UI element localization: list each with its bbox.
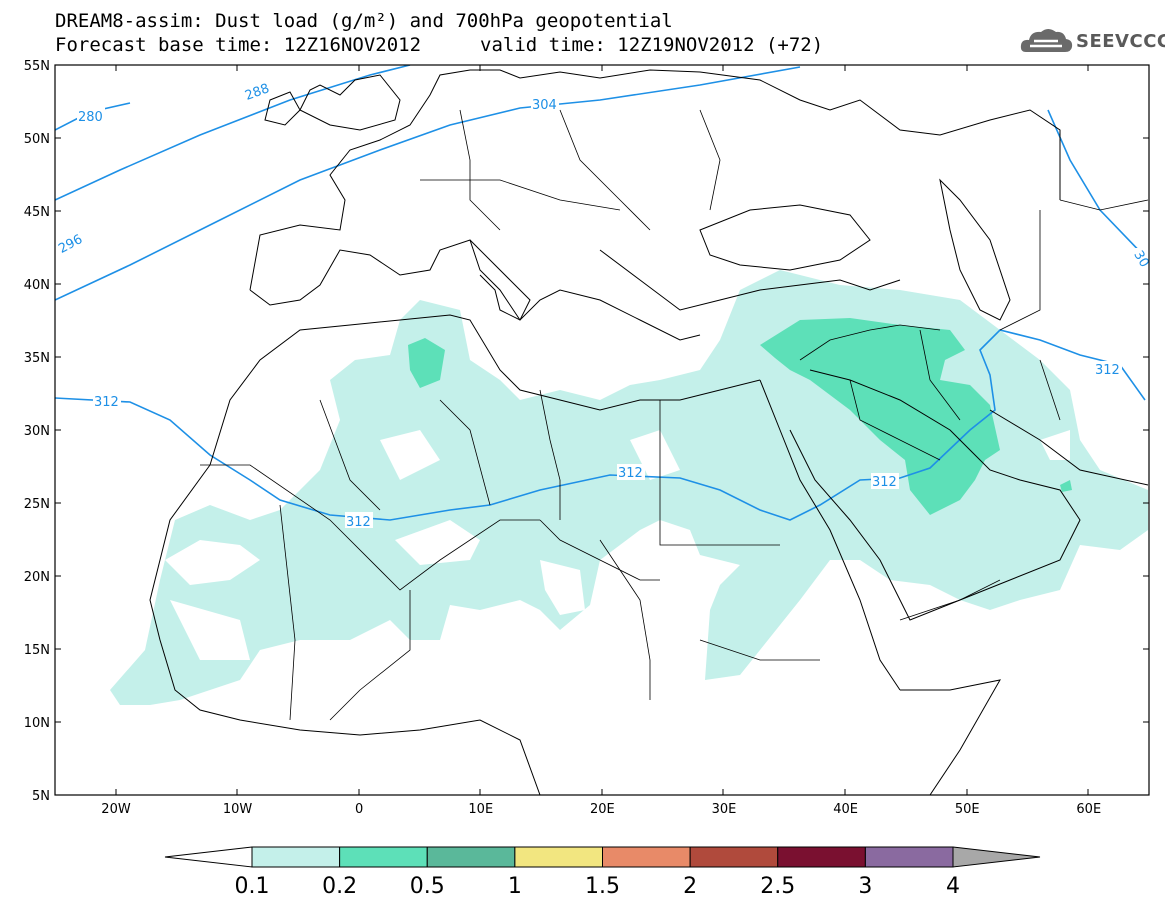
axis-ticks — [55, 64, 1149, 795]
chart-title-valid-time: valid time: 12Z19NOV2012 (+72) — [480, 34, 824, 56]
colorbar-under-arrow — [164, 846, 253, 868]
colorbar-label: 2.5 — [760, 874, 795, 899]
svg-text:312: 312 — [94, 395, 119, 410]
latitude-label: 50N — [24, 132, 50, 147]
colorbar-segment — [339, 846, 428, 868]
colorbar-label: 4 — [946, 874, 960, 899]
longitude-label: 60E — [1076, 802, 1101, 817]
geopotential-contours — [55, 65, 1149, 521]
colorbar-segment — [602, 846, 691, 868]
latitude-label: 35N — [24, 351, 50, 366]
colorbar-over-arrow — [952, 846, 1041, 868]
seevccc-logo: SEEVCCC — [1018, 24, 1165, 60]
dust-gaps — [165, 430, 1070, 660]
colorbar-label: 1 — [508, 874, 522, 899]
colorbar-segment — [251, 846, 341, 868]
latitude-label: 30N — [24, 424, 50, 439]
colorbar: 0.1 0.2 0.5 1 1.5 2 2.5 3 4 — [164, 846, 1041, 899]
latitude-label: 20N — [24, 570, 50, 585]
latitude-labels: 55N 50N 45N 40N 35N 30N 25N 20N 15N 10N 5N — [24, 59, 50, 804]
colorbar-segment — [514, 846, 603, 868]
colorbar-segment — [864, 846, 954, 868]
longitude-label: 40E — [833, 802, 858, 817]
longitude-label: 10W — [223, 802, 253, 817]
dust-fill-medium — [408, 318, 1072, 515]
longitude-label: 30E — [712, 802, 737, 817]
colorbar-segment — [426, 846, 516, 868]
colorbar-segment — [689, 846, 779, 868]
longitude-labels: 20W 10W 0 10E 20E 30E 40E 50E 60E — [101, 802, 1101, 817]
svg-text:312: 312 — [618, 466, 643, 481]
svg-text:288: 288 — [243, 81, 271, 104]
latitude-label: 40N — [24, 278, 50, 293]
cloud-icon — [1020, 29, 1073, 52]
chart-title-base-time: Forecast base time: 12Z16NOV2012 — [55, 34, 422, 56]
logo-text: SEEVCCC — [1076, 31, 1165, 52]
colorbar-label: 2 — [683, 874, 697, 899]
colorbar-label: 1.5 — [585, 874, 620, 899]
colorbar-label: 0.5 — [410, 874, 445, 899]
country-borders — [200, 109, 1149, 721]
longitude-label: 20E — [590, 802, 615, 817]
colorbar-label: 0.1 — [235, 874, 270, 899]
latitude-label: 15N — [24, 643, 50, 658]
latitude-label: 25N — [24, 497, 50, 512]
svg-text:312: 312 — [872, 475, 897, 490]
longitude-label: 10E — [468, 802, 493, 817]
svg-text:312: 312 — [346, 515, 371, 530]
latitude-label: 55N — [24, 59, 50, 74]
svg-text:304: 304 — [532, 98, 557, 113]
chart-title-line1: DREAM8-assim: Dust load (g/m²) and 700hP… — [55, 10, 673, 32]
colorbar-segment — [777, 846, 866, 868]
latitude-label: 10N — [24, 716, 50, 731]
svg-text:280: 280 — [78, 110, 103, 125]
longitude-label: 20W — [101, 802, 131, 817]
svg-text:312: 312 — [1095, 363, 1120, 378]
colorbar-label: 3 — [858, 874, 872, 899]
latitude-label: 45N — [24, 205, 50, 220]
colorbar-label: 0.2 — [322, 874, 357, 899]
latitude-label: 5N — [32, 789, 50, 804]
longitude-label: 0 — [355, 802, 363, 817]
dust-fill-light — [110, 270, 1148, 705]
longitude-label: 50E — [955, 802, 980, 817]
